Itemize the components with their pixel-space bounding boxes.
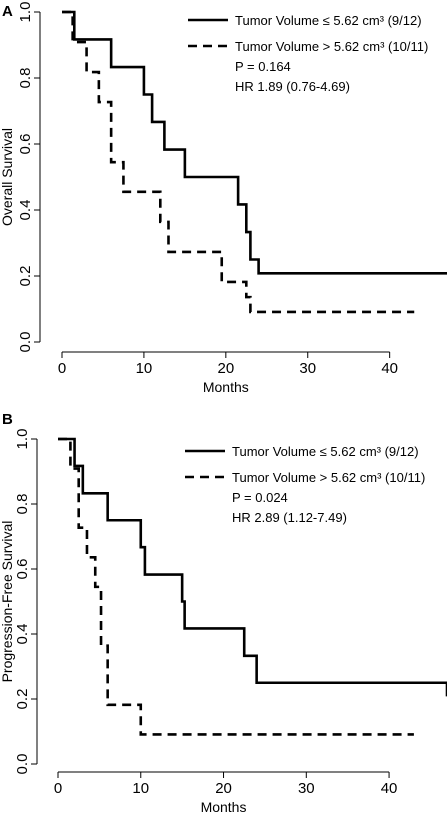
- series-line-high-volume: [58, 437, 414, 736]
- x-tick-label: 40: [381, 780, 398, 797]
- x-tick-label: 40: [381, 360, 398, 377]
- y-tick-label: 0.8: [17, 68, 34, 89]
- x-tick-label: 20: [217, 360, 234, 377]
- hazard-ratio: HR 2.89 (1.12-7.49): [232, 510, 347, 525]
- hazard-ratio: HR 1.89 (0.76-4.69): [235, 79, 350, 94]
- legend-label-low-volume: Tumor Volume ≤ 5.62 cm³ (9/12): [235, 13, 422, 28]
- x-axis-title: Months: [201, 799, 247, 815]
- y-tick-label: 0.4: [17, 200, 34, 221]
- x-tick-label: 0: [58, 360, 66, 377]
- panel-label: B: [2, 411, 13, 428]
- y-axis-title: Progression-Free Survival: [0, 521, 15, 683]
- x-tick-label: 0: [54, 780, 62, 797]
- chart-b-svg: B 0.0 0.2 0.4 0.6 0.8 1.0 0 10 20 30 40 Months Progre…: [0, 411, 447, 815]
- series-line-low-volume: [62, 10, 447, 275]
- x-tick-label: 10: [132, 780, 149, 797]
- y-tick-label: 0.4: [14, 624, 31, 645]
- legend-label-high-volume: Tumor Volume > 5.62 cm³ (10/11): [235, 39, 428, 54]
- y-tick-label: 0.8: [14, 494, 31, 515]
- x-tick-label: 20: [215, 780, 232, 797]
- chart-a-svg: A 0.0 0.2 0.4 0.6 0.8 1.0 0 10 20 30 40 Months Overal…: [0, 2, 447, 395]
- x-tick-label: 10: [136, 360, 153, 377]
- x-axis-title: Months: [203, 379, 249, 395]
- x-tick-label: 30: [299, 360, 316, 377]
- legend-label-high-volume: Tumor Volume > 5.62 cm³ (10/11): [232, 470, 425, 485]
- y-tick-label: 0.2: [17, 266, 34, 287]
- y-tick-label: 0.6: [14, 559, 31, 580]
- legend-label-low-volume: Tumor Volume ≤ 5.62 cm³ (9/12): [232, 444, 419, 459]
- series-line-low-volume: [58, 437, 447, 697]
- p-value: P = 0.024: [232, 490, 288, 505]
- y-tick-label: 0.6: [17, 134, 34, 155]
- x-tick-label: 30: [298, 780, 315, 797]
- series-line-high-volume: [62, 10, 415, 314]
- y-tick-label: 0.0: [17, 332, 34, 353]
- y-tick-label: 0.0: [14, 754, 31, 775]
- panel-a-overall-survival: A 0.0 0.2 0.4 0.6 0.8 1.0 0 10 20 30 40 Months Overal…: [0, 0, 447, 410]
- panel-label: A: [2, 3, 13, 20]
- panel-b-progression-free-survival: B 0.0 0.2 0.4 0.6 0.8 1.0 0 10 20 30 40 Months Progre…: [0, 405, 447, 815]
- y-tick-label: 1.0: [14, 429, 31, 450]
- y-tick-label: 1.0: [17, 2, 34, 23]
- p-value: P = 0.164: [235, 59, 291, 74]
- y-tick-label: 0.2: [14, 689, 31, 710]
- y-axis-title: Overall Survival: [0, 128, 15, 226]
